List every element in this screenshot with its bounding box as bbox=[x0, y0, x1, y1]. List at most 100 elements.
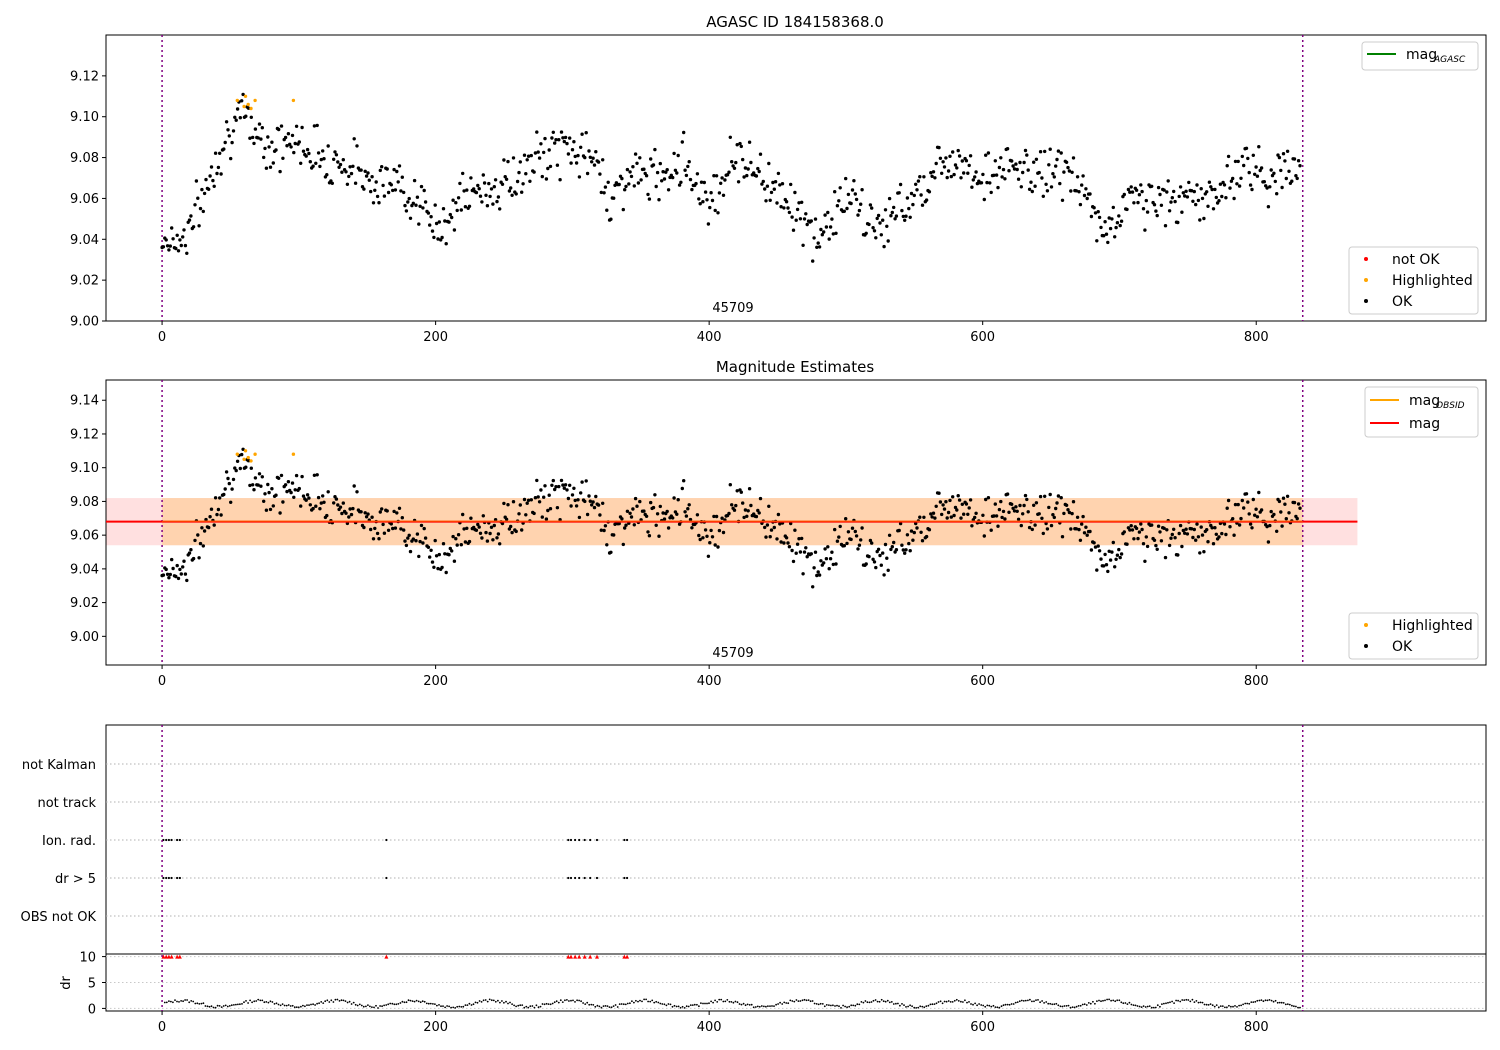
p3-dr-point-264 bbox=[700, 1002, 702, 1004]
p2-ok-point-34 bbox=[207, 525, 211, 530]
p3-dr-point-245 bbox=[661, 1003, 664, 1005]
p1-xtick-label-4: 800 bbox=[1244, 330, 1269, 345]
p2-ok-point-544 bbox=[907, 541, 911, 546]
p1-ok-point-632 bbox=[1027, 187, 1032, 191]
p2-ok-point-448 bbox=[775, 537, 779, 541]
p2-ok-point-765 bbox=[1210, 526, 1214, 530]
p3-dr-point-47 bbox=[259, 999, 262, 1002]
p1-ok-point-197 bbox=[430, 229, 435, 233]
p3-dr-point-294 bbox=[760, 1005, 763, 1007]
p3-flag-label-0: not Kalman bbox=[22, 758, 96, 773]
p1-ok-point-751 bbox=[1191, 199, 1195, 203]
p1-ok-point-381 bbox=[683, 168, 687, 172]
p2-ok-point-694 bbox=[1113, 565, 1117, 569]
p3-dr-point-253 bbox=[677, 1005, 680, 1008]
p1-ok-point-242 bbox=[492, 185, 496, 189]
p2-ok-point-435 bbox=[757, 511, 761, 515]
p1-ok-point-468 bbox=[802, 217, 807, 221]
p3-dr-point-265 bbox=[702, 1002, 704, 1005]
p2-ok-point-80 bbox=[270, 487, 274, 491]
p3-dr-point-360 bbox=[895, 1002, 897, 1005]
p1-legend-marker-1 bbox=[1364, 278, 1368, 282]
p2-ok-point-379 bbox=[680, 486, 684, 491]
p2-ok-point-92 bbox=[286, 480, 291, 484]
p3-dr-point-321 bbox=[815, 1003, 818, 1005]
p1-ok-point-500 bbox=[846, 192, 851, 197]
p2-ok-point-639 bbox=[1037, 512, 1041, 516]
p3-dr-high-point-13 bbox=[595, 954, 600, 959]
p1-ok-point-540 bbox=[901, 214, 905, 219]
p1-ok-point-619 bbox=[1010, 159, 1014, 163]
p3-flag-point-3-5 bbox=[178, 876, 181, 880]
p2-ok-point-735 bbox=[1169, 536, 1173, 540]
p1-ok-point-646 bbox=[1047, 163, 1051, 167]
p3-flag-point-3-13 bbox=[595, 876, 599, 880]
p2-ok-point-459 bbox=[790, 548, 794, 553]
p1-ok-point-757 bbox=[1199, 187, 1203, 191]
p1-ytick-label-0: 9.00 bbox=[70, 315, 99, 330]
p1-ok-point-560 bbox=[929, 171, 933, 175]
p2-ok-point-487 bbox=[828, 557, 833, 561]
p1-ok-point-526 bbox=[882, 244, 886, 249]
p1-ok-point-591 bbox=[971, 178, 975, 182]
p1-ok-point-489 bbox=[831, 232, 835, 236]
p3-dr-point-57 bbox=[279, 1004, 282, 1007]
p1-ok-point-95 bbox=[290, 133, 295, 138]
p1-ok-point-150 bbox=[366, 171, 370, 175]
p2-ok-point-573 bbox=[946, 510, 951, 515]
p2-ok-point-83 bbox=[274, 493, 278, 497]
p2-ok-point-87 bbox=[279, 473, 284, 478]
p3-dr-point-317 bbox=[807, 999, 810, 1001]
p3-dr-high-point-11 bbox=[582, 954, 587, 959]
p2-ok-point-229 bbox=[474, 528, 479, 532]
p2-ok-point-508 bbox=[857, 543, 862, 547]
p2-ok-point-747 bbox=[1185, 532, 1190, 536]
p2-ok-point-535 bbox=[894, 548, 899, 552]
p2-ok-point-626 bbox=[1019, 523, 1023, 528]
p3-dr-point-141 bbox=[450, 1006, 452, 1009]
p2-ok-point-38 bbox=[212, 523, 216, 527]
p2-ok-point-785 bbox=[1237, 523, 1242, 527]
p2-ok-point-774 bbox=[1222, 522, 1227, 526]
p3-dr-point-445 bbox=[1067, 1004, 1070, 1007]
p3-dr-point-44 bbox=[253, 1000, 256, 1003]
p2-ok-point-390 bbox=[695, 513, 700, 517]
p2-ok-point-490 bbox=[833, 527, 837, 532]
p3-dr-point-541 bbox=[1262, 1000, 1265, 1003]
p2-ok-point-499 bbox=[845, 541, 849, 546]
p3-dr-point-148 bbox=[464, 1004, 467, 1006]
p2-ok-point-202 bbox=[437, 552, 441, 557]
p1-ok-point-137 bbox=[348, 165, 352, 169]
p1-ok-point-775 bbox=[1224, 196, 1228, 200]
p3-dr-point-93 bbox=[352, 1001, 355, 1004]
p1-ok-point-754 bbox=[1195, 183, 1199, 187]
p1-ok-point-741 bbox=[1177, 194, 1181, 199]
p1-ok-point-829 bbox=[1298, 164, 1302, 168]
p1-ok-point-715 bbox=[1141, 207, 1146, 211]
p1-ok-point-164 bbox=[385, 167, 389, 171]
p2-ok-point-107 bbox=[307, 496, 311, 500]
p1-ok-point-582 bbox=[959, 176, 963, 180]
p3-dr-point-1 bbox=[165, 1001, 168, 1004]
p3-dr-point-198 bbox=[566, 999, 568, 1001]
p3-dr-point-479 bbox=[1136, 1005, 1139, 1007]
p1-ok-point-482 bbox=[822, 230, 826, 234]
p3-dr-point-230 bbox=[631, 1000, 633, 1003]
p3-dr-point-10 bbox=[184, 999, 187, 1001]
p3-dr-point-133 bbox=[434, 1003, 436, 1005]
p1-ok-point-481 bbox=[820, 233, 824, 237]
p1-ok-point-288 bbox=[555, 163, 560, 167]
p1-ok-point-644 bbox=[1044, 182, 1048, 186]
p1-ok-point-174 bbox=[399, 189, 403, 193]
p1-ok-point-115 bbox=[318, 164, 322, 169]
p3-dr-point-464 bbox=[1106, 998, 1108, 1001]
p2-ok-point-636 bbox=[1033, 523, 1037, 527]
p3-dr-point-195 bbox=[559, 999, 562, 1002]
p2-ok-point-798 bbox=[1255, 515, 1260, 519]
p2-ok-point-614 bbox=[1003, 517, 1007, 521]
p3-dr-point-467 bbox=[1112, 999, 1115, 1002]
p1-ok-point-734 bbox=[1167, 209, 1172, 213]
p3-dr-point-70 bbox=[306, 1004, 308, 1006]
p1-ok-point-6 bbox=[168, 244, 172, 248]
p3-dr-point-56 bbox=[277, 1003, 280, 1006]
